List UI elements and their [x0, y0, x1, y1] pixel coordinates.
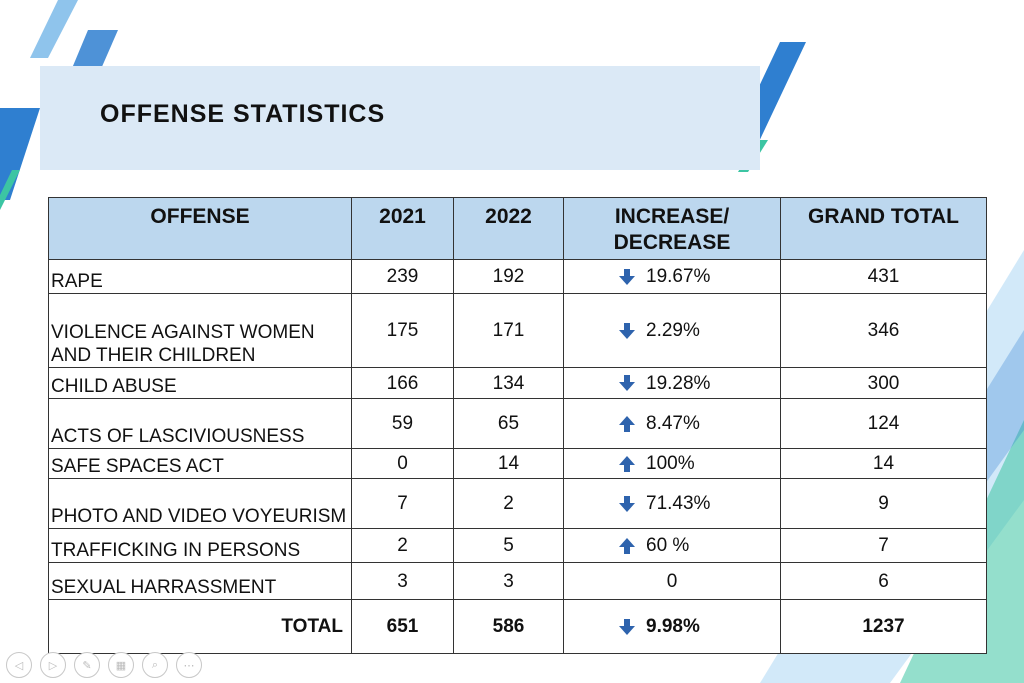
cell-change: 8.47% [563, 398, 781, 449]
cell-grand-total: 431 [780, 259, 987, 294]
slides-grid-icon[interactable]: ▦ [108, 652, 134, 678]
cell-offense: TRAFFICKING IN PERSONS [48, 528, 352, 563]
cell-grand-total: 300 [780, 367, 987, 399]
header-2022: 2022 [453, 197, 564, 260]
cell-change: 19.28% [563, 367, 781, 399]
arrow-down-icon [618, 268, 636, 286]
cell-offense: RAPE [48, 259, 352, 294]
cell-offense: PHOTO AND VIDEO VOYEURISM [48, 478, 352, 529]
header-change: INCREASE/DECREASE [563, 197, 781, 260]
header-offense: OFFENSE [48, 197, 352, 260]
cell-offense: CHILD ABUSE [48, 367, 352, 399]
total-change: 9.98% [563, 599, 781, 654]
title-band [40, 66, 760, 170]
change-value: 71.43% [646, 493, 711, 514]
cell-2021: 3 [351, 562, 454, 600]
arrow-down-icon [618, 618, 636, 636]
cell-offense: VIOLENCE AGAINST WOMEN AND THEIR CHILDRE… [48, 293, 352, 368]
table-row: TRAFFICKING IN PERSONS 2 5 60 % 7 [48, 528, 987, 563]
cell-change: 100% [563, 448, 781, 479]
table-row: CHILD ABUSE 166 134 19.28% 300 [48, 367, 987, 399]
cell-2021: 239 [351, 259, 454, 294]
arrow-down-icon [618, 322, 636, 340]
change-value: 60 % [646, 535, 690, 556]
cell-grand-total: 9 [780, 478, 987, 529]
arrow-down-icon [618, 374, 636, 392]
total-2022: 586 [453, 599, 564, 654]
cell-change: 71.43% [563, 478, 781, 529]
pen-icon[interactable]: ✎ [74, 652, 100, 678]
change-value: 9.98% [646, 616, 700, 637]
total-grand-total: 1237 [780, 599, 987, 654]
cell-grand-total: 346 [780, 293, 987, 368]
cell-2021: 166 [351, 367, 454, 399]
cell-grand-total: 14 [780, 448, 987, 479]
more-icon[interactable]: ⋯ [176, 652, 202, 678]
table-row: VIOLENCE AGAINST WOMEN AND THEIR CHILDRE… [48, 293, 987, 368]
cell-grand-total: 7 [780, 528, 987, 563]
header-grand-total: GRAND TOTAL [780, 197, 987, 260]
cell-2022: 192 [453, 259, 564, 294]
table-row: SAFE SPACES ACT 0 14 100% 14 [48, 448, 987, 479]
cell-change: 2.29% [563, 293, 781, 368]
cell-change: 0 [563, 562, 781, 600]
change-value: 0 [666, 570, 678, 592]
table-row: ACTS OF LASCIVIOUSNESS 59 65 8.47% 124 [48, 398, 987, 449]
cell-grand-total: 6 [780, 562, 987, 600]
next-slide-icon[interactable]: ▷ [40, 652, 66, 678]
cell-2022: 171 [453, 293, 564, 368]
cell-change: 60 % [563, 528, 781, 563]
cell-2022: 65 [453, 398, 564, 449]
cell-2021: 7 [351, 478, 454, 529]
change-value: 2.29% [646, 320, 700, 341]
header-change-line1: INCREASE/ [614, 205, 730, 228]
cell-change: 19.67% [563, 259, 781, 294]
cell-2022: 14 [453, 448, 564, 479]
table-header-row: OFFENSE 2021 2022 INCREASE/DECREASE GRAN… [48, 197, 987, 260]
page-title: OFFENSE STATISTICS [100, 100, 386, 128]
arrow-up-icon [618, 455, 636, 473]
offense-table: OFFENSE 2021 2022 INCREASE/DECREASE GRAN… [48, 197, 987, 654]
arrow-up-icon [618, 415, 636, 433]
change-value: 8.47% [646, 413, 700, 434]
change-value: 19.28% [646, 372, 711, 394]
total-label: TOTAL [48, 599, 352, 654]
cell-2021: 175 [351, 293, 454, 368]
arrow-down-icon [618, 495, 636, 513]
table-row: RAPE 239 192 19.67% 431 [48, 259, 987, 294]
header-change-line2: DECREASE [613, 231, 731, 254]
header-2021: 2021 [351, 197, 454, 260]
cell-2022: 2 [453, 478, 564, 529]
table-row: SEXUAL HARRASSMENT 3 3 0 6 [48, 562, 987, 600]
cell-2021: 0 [351, 448, 454, 479]
cell-2022: 134 [453, 367, 564, 399]
total-2021: 651 [351, 599, 454, 654]
cell-offense: SAFE SPACES ACT [48, 448, 352, 479]
total-row: TOTAL 651 586 9.98% 1237 [48, 599, 987, 654]
cell-2022: 3 [453, 562, 564, 600]
cell-grand-total: 124 [780, 398, 987, 449]
arrow-up-icon [618, 537, 636, 555]
cell-offense: SEXUAL HARRASSMENT [48, 562, 352, 600]
cell-2021: 2 [351, 528, 454, 563]
change-value: 19.67% [646, 266, 711, 287]
prev-slide-icon[interactable]: ◁ [6, 652, 32, 678]
cell-2022: 5 [453, 528, 564, 563]
cell-2021: 59 [351, 398, 454, 449]
table-row: PHOTO AND VIDEO VOYEURISM 7 2 71.43% 9 [48, 478, 987, 529]
slideshow-controls: ◁ ▷ ✎ ▦ ⌕ ⋯ [6, 652, 202, 678]
change-value: 100% [646, 453, 695, 474]
cell-offense: ACTS OF LASCIVIOUSNESS [48, 398, 352, 449]
zoom-icon[interactable]: ⌕ [142, 652, 168, 678]
